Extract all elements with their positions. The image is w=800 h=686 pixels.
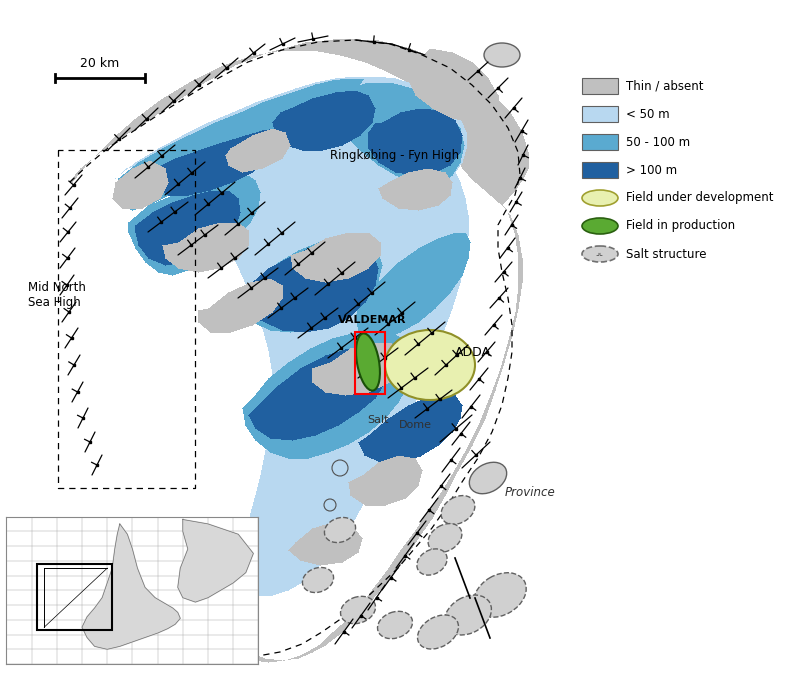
Polygon shape xyxy=(82,524,180,649)
Text: VALDEMAR: VALDEMAR xyxy=(338,315,406,325)
Polygon shape xyxy=(178,519,254,602)
Text: Field in production: Field in production xyxy=(626,220,735,233)
Text: Salt structure: Salt structure xyxy=(626,248,706,261)
Ellipse shape xyxy=(582,246,618,262)
Ellipse shape xyxy=(582,218,618,234)
Bar xyxy=(355,332,385,394)
Bar xyxy=(582,162,618,178)
Text: Province: Province xyxy=(505,486,555,499)
Ellipse shape xyxy=(341,596,375,624)
Text: 50 - 100 m: 50 - 100 m xyxy=(626,136,690,148)
Ellipse shape xyxy=(474,573,526,617)
Text: Field under development: Field under development xyxy=(626,191,774,204)
Text: Mid North
Sea High: Mid North Sea High xyxy=(28,281,86,309)
Ellipse shape xyxy=(356,333,380,390)
Ellipse shape xyxy=(378,611,413,639)
Ellipse shape xyxy=(428,523,462,552)
Ellipse shape xyxy=(418,615,458,649)
Bar xyxy=(582,134,618,150)
Text: 20 km: 20 km xyxy=(80,57,120,70)
Ellipse shape xyxy=(441,495,475,524)
Bar xyxy=(582,78,618,94)
Bar xyxy=(582,106,618,122)
Ellipse shape xyxy=(445,595,491,635)
Text: Thin / absent: Thin / absent xyxy=(626,80,703,93)
Ellipse shape xyxy=(582,190,618,206)
Text: > 100 m: > 100 m xyxy=(626,163,677,176)
Text: Ringkøbing - Fyn High: Ringkøbing - Fyn High xyxy=(330,148,459,161)
Ellipse shape xyxy=(325,517,355,543)
Ellipse shape xyxy=(302,567,334,593)
Text: ADDA: ADDA xyxy=(455,346,491,359)
Ellipse shape xyxy=(417,549,447,575)
Text: Dome: Dome xyxy=(398,420,431,430)
Ellipse shape xyxy=(470,462,506,494)
Text: < 50 m: < 50 m xyxy=(626,108,670,121)
Ellipse shape xyxy=(484,43,520,67)
Ellipse shape xyxy=(385,330,475,400)
Bar xyxy=(37,564,112,630)
Text: Salt: Salt xyxy=(367,415,389,425)
Text: $\lrcorner\llcorner$: $\lrcorner\llcorner$ xyxy=(595,250,605,259)
